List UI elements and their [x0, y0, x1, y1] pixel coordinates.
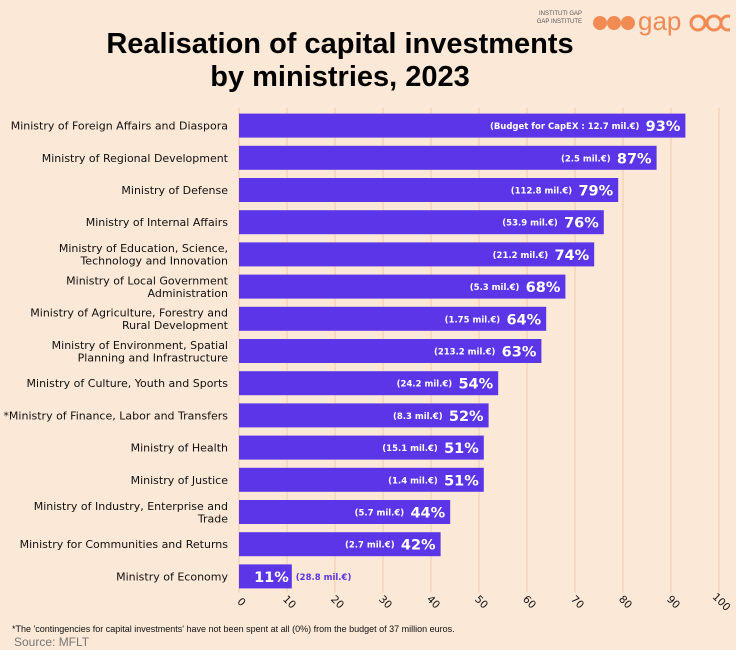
value-label: 51%	[444, 441, 479, 457]
value-label: 11%	[254, 570, 289, 586]
category-label: Ministry of Agriculture, Forestry and	[30, 307, 228, 320]
category-label: Technology and Innovation	[79, 255, 228, 268]
category-label: Administration	[148, 287, 229, 300]
x-tick-label: 90	[664, 593, 682, 611]
budget-label: (Budget for CapEX : 12.7 mil.€)	[490, 122, 640, 132]
budget-label: (5.7 mil.€)	[355, 509, 405, 519]
bar	[239, 274, 566, 299]
bar	[239, 500, 451, 524]
category-label: Ministry of Defense	[121, 184, 228, 197]
value-label: 93%	[646, 119, 681, 135]
x-tick-label: 10	[280, 593, 298, 611]
value-label: 51%	[444, 473, 479, 489]
category-label: Ministry of Education, Science,	[59, 242, 228, 255]
chart-source: Source: MFLT	[14, 635, 90, 649]
bar	[239, 403, 489, 428]
bar-chart: Ministry of Foreign Affairs and Diaspora…	[3, 107, 733, 614]
chart-title: Realisation of capital investments by mi…	[60, 28, 620, 94]
bar	[239, 532, 441, 557]
x-tick-label: 40	[424, 593, 442, 611]
value-label: 68%	[526, 280, 561, 296]
bar	[239, 113, 686, 138]
chart-title-line2: by ministries, 2023	[210, 61, 470, 93]
bar	[239, 242, 595, 267]
category-label: *Ministry of Finance, Labor and Transfer…	[3, 409, 228, 422]
chart-footnote: *The 'contingencies for capital investme…	[12, 624, 455, 634]
bar	[239, 306, 547, 331]
category-label: Trade	[197, 512, 228, 525]
gap-institute-logo: INSTITUTI GAP GAP INSTITUTE gap	[530, 6, 730, 40]
value-label: 44%	[410, 506, 445, 522]
x-tick-label: 100	[710, 591, 733, 614]
category-label: Ministry of Economy	[116, 570, 228, 583]
category-label: Ministry of Environment, Spatial	[52, 339, 228, 352]
x-tick-label: 0	[235, 596, 248, 609]
category-label: Ministry of Regional Development	[42, 152, 229, 165]
budget-label: (2.7 mil.€)	[345, 541, 395, 551]
budget-label: (53.9 mil.€)	[502, 219, 558, 229]
logo-caption: INSTITUTI GAP GAP INSTITUTE	[530, 10, 582, 26]
category-label: Ministry of Foreign Affairs and Diaspora	[11, 120, 228, 133]
value-label: 54%	[458, 377, 493, 393]
logo-line2: GAP INSTITUTE	[536, 19, 582, 25]
x-tick-label: 80	[616, 593, 634, 611]
category-label: Planning and Infrastructure	[78, 351, 229, 364]
value-label: 42%	[401, 538, 436, 554]
category-label: Ministry of Local Government	[66, 274, 229, 287]
bar	[239, 210, 604, 235]
bar	[239, 435, 484, 460]
category-label: Ministry of Health	[131, 442, 228, 455]
budget-label: (15.1 mil.€)	[382, 444, 438, 454]
value-label: 79%	[578, 184, 613, 200]
budget-label: (2.5 mil.€)	[561, 154, 611, 164]
x-tick-label: 60	[520, 593, 538, 611]
budget-label: (5.3 mil.€)	[470, 283, 520, 293]
bar	[239, 178, 619, 202]
value-label: 63%	[502, 345, 537, 361]
x-tick-label: 50	[472, 593, 490, 611]
budget-label: (28.8 mil.€)	[296, 573, 352, 583]
value-label: 52%	[449, 409, 484, 425]
logo-mark-icon	[593, 14, 730, 32]
logo-word: gap	[638, 6, 682, 36]
x-tick-label: 30	[376, 593, 394, 611]
logo-line1: INSTITUTI GAP	[538, 11, 582, 17]
budget-label: (213.2 mil.€)	[434, 348, 496, 358]
x-tick-label: 20	[328, 593, 346, 611]
bar	[239, 145, 657, 170]
budget-label: (21.2 mil.€)	[493, 251, 549, 261]
category-label: Ministry of Justice	[131, 474, 229, 487]
value-label: 87%	[617, 151, 652, 167]
category-label: Rural Development	[122, 319, 229, 332]
category-label: Ministry for Communities and Returns	[20, 538, 229, 551]
budget-label: (1.75 mil.€)	[445, 315, 501, 325]
bar	[239, 339, 542, 363]
value-label: 74%	[554, 248, 589, 264]
chart-title-line1: Realisation of capital investments	[106, 28, 574, 60]
category-label: Ministry of Culture, Youth and Sports	[27, 377, 229, 390]
value-label: 76%	[564, 216, 599, 232]
budget-label: (1.4 mil.€)	[388, 476, 438, 486]
bar	[239, 467, 484, 492]
bar	[239, 564, 292, 589]
budget-label: (112.8 mil.€)	[511, 187, 573, 197]
budget-label: (8.3 mil.€)	[393, 412, 443, 422]
category-label: Ministry of Industry, Enterprise and	[34, 500, 228, 513]
x-tick-label: 70	[568, 593, 586, 611]
budget-label: (24.2 mil.€)	[397, 380, 453, 390]
value-label: 64%	[506, 312, 541, 328]
bar	[239, 371, 499, 396]
category-label: Ministry of Internal Affairs	[86, 216, 229, 229]
